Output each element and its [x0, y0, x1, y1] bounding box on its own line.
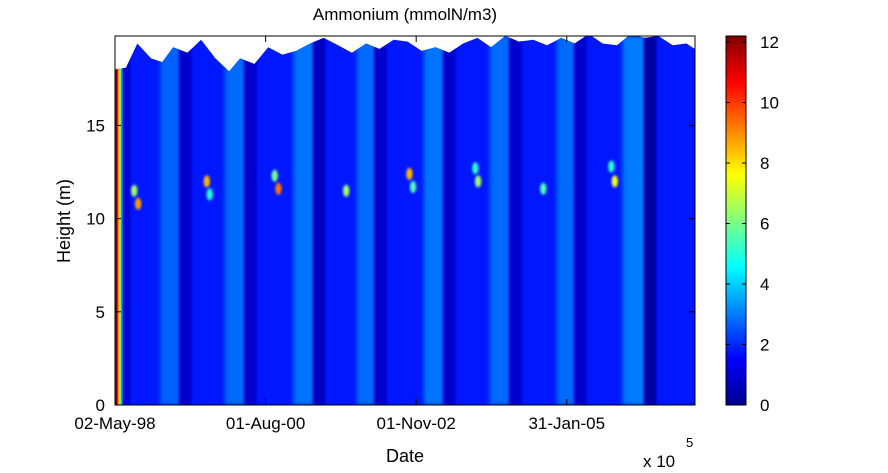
initial-column — [116, 36, 118, 405]
plot-frame — [114, 35, 696, 406]
low-band — [573, 36, 587, 405]
peak-event — [131, 184, 138, 197]
initial-column — [120, 36, 123, 405]
colorbar-tick-label: 6 — [760, 215, 769, 234]
low-band — [643, 36, 657, 405]
x-tick-label: 02-May-98 — [74, 414, 155, 433]
x-exponent-power: 5 — [686, 435, 693, 450]
colorbar-tick-label: 2 — [760, 336, 769, 355]
peak-event — [271, 169, 278, 182]
colorbar-tick-label: 4 — [760, 275, 769, 294]
y-tick-label: 0 — [96, 396, 105, 415]
colorbar-tick-label: 10 — [760, 94, 779, 113]
low-band — [442, 36, 456, 405]
y-axis-label: Height (m) — [54, 179, 74, 263]
low-band — [178, 36, 192, 405]
y-tick-label: 15 — [86, 116, 105, 135]
x-tick-label: 01-Nov-02 — [376, 414, 455, 433]
peak-event — [203, 175, 210, 188]
chart-title: Ammonium (mmolN/m3) — [313, 5, 497, 24]
x-axis: 02-May-98 01-Aug-00 01-Nov-02 31-Jan-05 — [74, 36, 605, 433]
colorbar-axis: 0 2 4 6 8 10 12 — [726, 33, 779, 415]
low-band — [508, 36, 522, 405]
y-tick-label: 5 — [96, 303, 105, 322]
x-tick-label: 01-Aug-00 — [226, 414, 305, 433]
peak-event — [134, 197, 142, 210]
peak-event — [540, 182, 547, 195]
peak-event — [206, 188, 213, 201]
water-column — [115, 36, 695, 405]
initial-column — [117, 36, 120, 405]
peak-event — [406, 167, 413, 180]
y-axis: 0 5 10 15 — [86, 116, 695, 415]
peak-event — [611, 175, 618, 188]
peak-event — [275, 182, 282, 195]
background-field — [115, 36, 695, 405]
peak-event — [472, 162, 479, 175]
colorbar-tick-label: 0 — [760, 396, 769, 415]
initial-column — [119, 36, 121, 405]
colorbar — [725, 35, 747, 406]
peak-event — [608, 160, 615, 173]
x-tick-label: 31-Jan-05 — [528, 414, 605, 433]
x-axis-label: Date — [386, 446, 424, 466]
low-band — [374, 36, 387, 405]
low-band — [312, 36, 326, 405]
peak-event — [409, 181, 417, 193]
x-exponent-label: x 10 — [643, 452, 675, 471]
heatmap-cells — [115, 36, 695, 405]
y-tick-label: 10 — [86, 210, 105, 229]
colorbar-tick-label: 12 — [760, 33, 779, 52]
peak-event — [474, 175, 482, 188]
peak-event — [343, 184, 350, 197]
low-band — [244, 36, 257, 405]
colorbar-tick-label: 8 — [760, 154, 769, 173]
